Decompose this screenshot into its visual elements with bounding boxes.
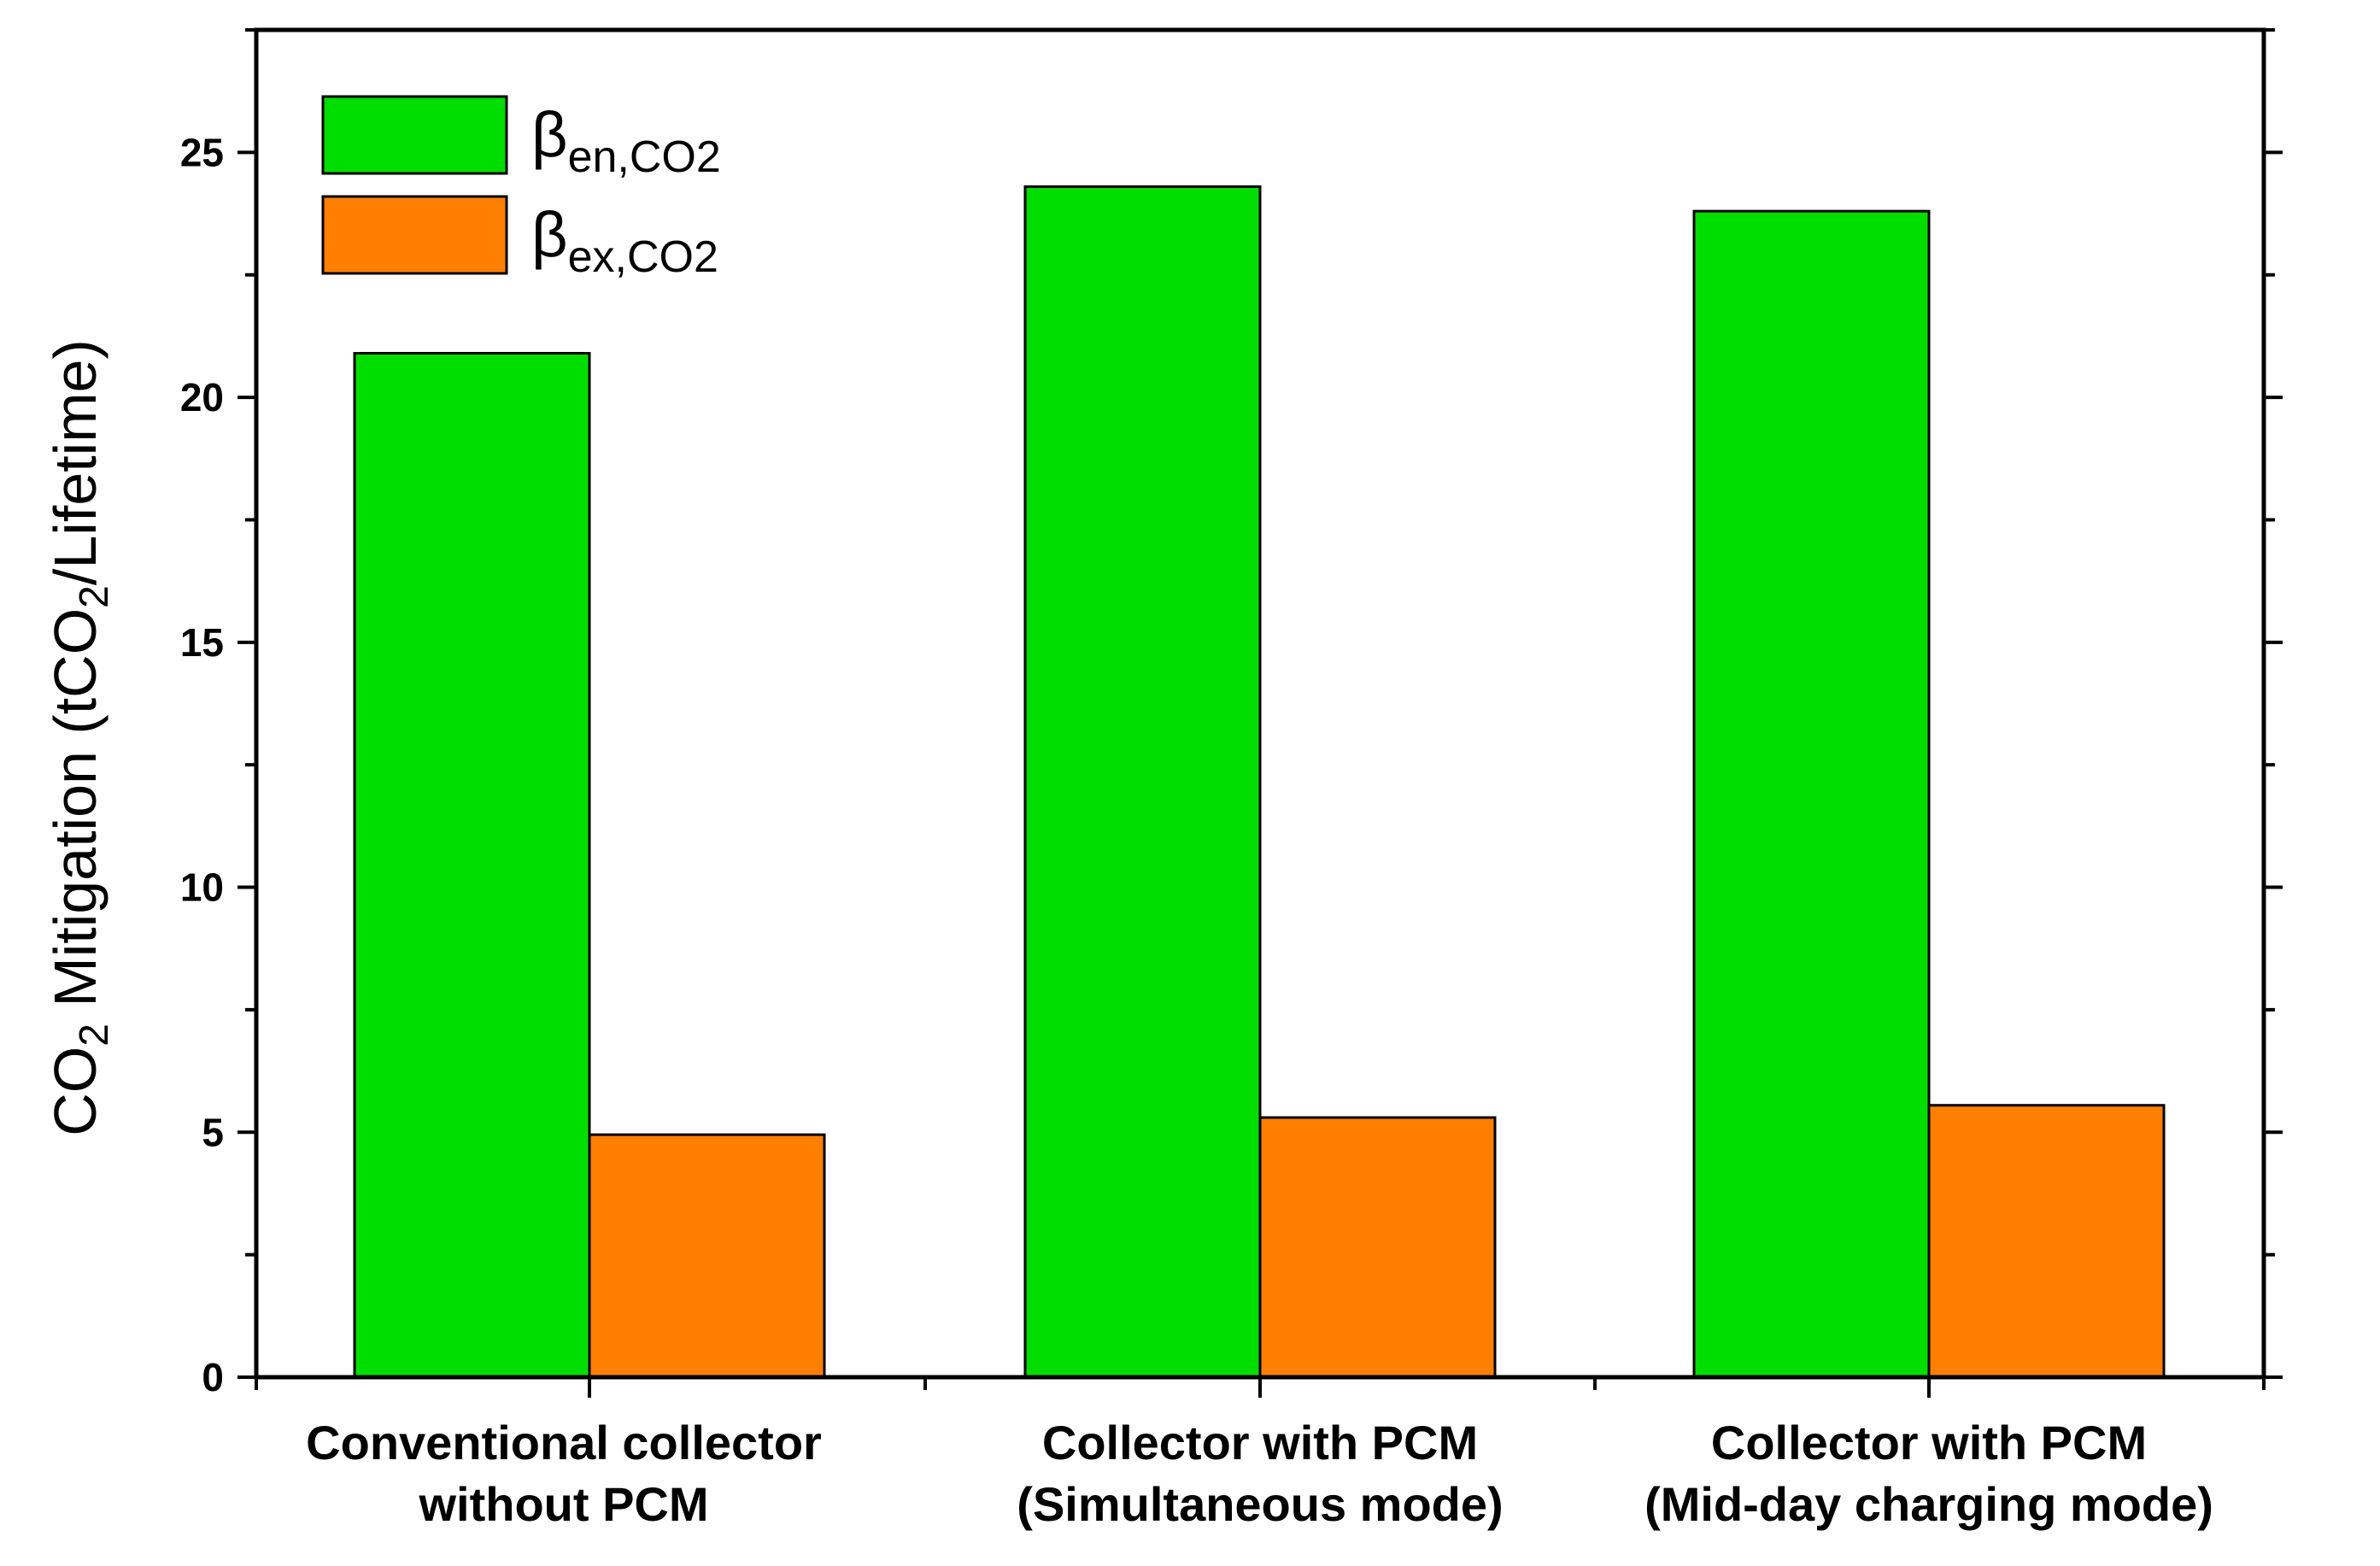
y-tick-label: 25	[180, 130, 224, 174]
y-tick-label: 15	[180, 620, 224, 665]
bars-layer	[353, 185, 2166, 1379]
bar-en-2	[1023, 185, 1262, 1379]
x-category-label: without PCM	[418, 1477, 708, 1531]
y-tick-label: 20	[180, 375, 224, 419]
x-category-label: (Mid-day charging mode)	[1644, 1477, 2213, 1531]
bar-en-1	[353, 351, 591, 1379]
legend-label-en: βen,CO2	[531, 99, 721, 182]
y-tick-label: 5	[202, 1110, 224, 1154]
axis-ticks	[237, 28, 2283, 1398]
legend-swatch-en	[321, 95, 508, 175]
bar-ex-3	[1927, 1104, 2166, 1379]
y-axis-label: CO2 Mitigation (tCO2/Lifetime)	[42, 339, 117, 1136]
axis-labels: 0 5 10 15 20 25 Conventional collector without …	[180, 130, 2213, 1531]
y-tick-label: 10	[180, 865, 224, 910]
bar-en-3	[1692, 209, 1931, 1379]
x-category-label: Conventional collector	[306, 1416, 822, 1469]
legend: βen,CO2 βex,CO2	[321, 95, 721, 282]
bar-ex-1	[588, 1133, 826, 1379]
y-tick-label: 0	[202, 1355, 224, 1399]
x-category-label: Collector with PCM	[1711, 1416, 2147, 1469]
legend-label-ex: βex,CO2	[531, 199, 718, 282]
legend-swatch-ex	[321, 195, 508, 275]
bar-ex-2	[1258, 1116, 1497, 1379]
x-category-label: Collector with PCM	[1042, 1416, 1478, 1469]
x-category-label: (Simultaneous mode)	[1017, 1477, 1503, 1531]
